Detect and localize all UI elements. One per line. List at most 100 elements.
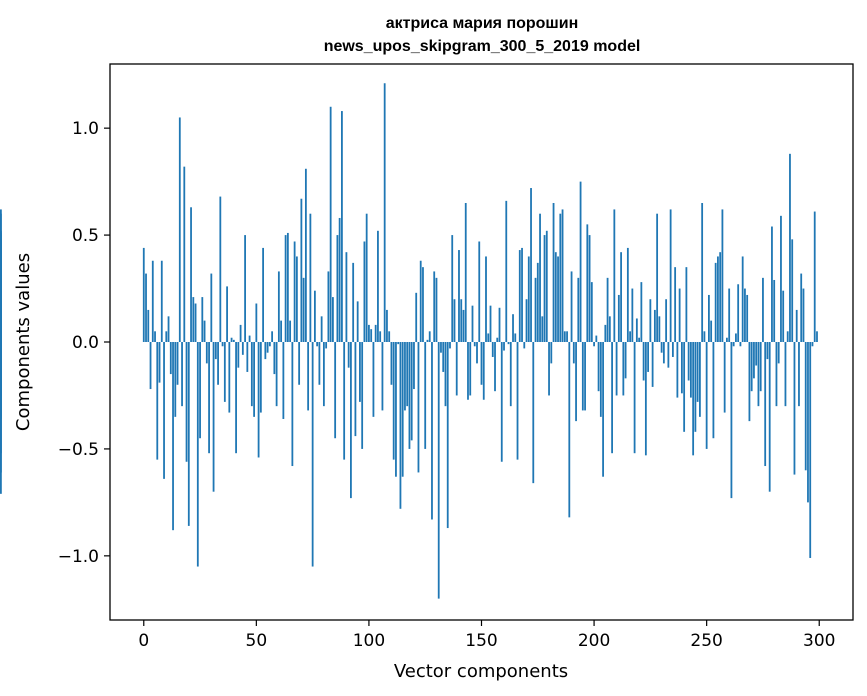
bar (451, 235, 454, 342)
bar (703, 331, 706, 342)
bar (498, 307, 501, 342)
bar (635, 318, 638, 342)
bar (809, 342, 812, 558)
bar (521, 247, 523, 342)
bar (768, 342, 771, 492)
bar (304, 168, 307, 342)
bar (536, 262, 539, 342)
bar (289, 320, 292, 342)
bar (228, 342, 231, 413)
bar (726, 337, 728, 342)
chart-title: актриса мария порошин (386, 15, 579, 32)
bar (550, 342, 553, 364)
bar (658, 316, 661, 342)
y-tick-label: −1.0 (58, 547, 99, 567)
bar (262, 247, 264, 342)
bar (460, 299, 463, 342)
bar (226, 286, 228, 342)
bar (221, 342, 224, 347)
bar (683, 342, 686, 432)
bar (548, 342, 550, 396)
bar (145, 273, 147, 342)
bar (572, 342, 575, 364)
bar (662, 342, 665, 364)
bar (259, 342, 262, 413)
bar (786, 331, 789, 342)
bar (737, 284, 740, 342)
bar (773, 279, 776, 342)
y-tick-label: 0.5 (72, 226, 99, 246)
bar (626, 247, 629, 342)
bar (307, 342, 310, 411)
bar (404, 342, 406, 411)
bar (680, 342, 683, 394)
bar (624, 342, 627, 379)
bar (341, 111, 343, 342)
chart-subtitle: news_upos_skipgram_300_5_2019 model (324, 38, 641, 55)
bar (291, 342, 294, 467)
bar (147, 309, 150, 342)
bar (708, 294, 710, 342)
bar (685, 267, 688, 342)
bar (714, 262, 717, 342)
bar (741, 256, 744, 342)
bar (476, 342, 478, 364)
bar (347, 342, 350, 368)
bar (390, 342, 393, 385)
bar (595, 335, 598, 342)
bar (563, 331, 566, 342)
bar (539, 213, 541, 342)
bar (264, 342, 267, 360)
bar (185, 342, 188, 462)
bar (732, 342, 735, 347)
bar (199, 342, 201, 439)
bar (442, 342, 445, 372)
bar (433, 271, 436, 342)
bar (417, 342, 420, 473)
bar (408, 342, 411, 449)
bar (523, 342, 526, 349)
bar (570, 271, 573, 342)
bar (651, 342, 654, 387)
bar (365, 213, 368, 342)
bar (644, 342, 647, 456)
bar (332, 297, 334, 342)
bar (534, 277, 537, 342)
bar (491, 342, 494, 357)
bar (230, 337, 233, 342)
bar (739, 342, 742, 347)
y-tick-label: 0.0 (72, 333, 99, 353)
bar (368, 324, 370, 342)
bar (298, 342, 301, 385)
bar (327, 271, 330, 342)
bar (437, 342, 440, 599)
bar (399, 342, 402, 509)
bar (777, 342, 780, 364)
bar (660, 342, 663, 353)
bar (309, 213, 312, 342)
bar (377, 230, 379, 342)
bar (649, 299, 652, 342)
bar (0, 342, 2, 473)
bar (699, 342, 701, 417)
bar (277, 271, 280, 342)
bar (811, 342, 814, 347)
bar (568, 342, 571, 518)
bar (617, 294, 620, 342)
bar (500, 342, 503, 462)
bar (784, 342, 787, 407)
bar (440, 342, 442, 353)
bar (807, 342, 809, 503)
x-tick-label: 0 (138, 631, 149, 651)
bar (410, 342, 413, 441)
bar (478, 241, 481, 342)
bar (631, 288, 634, 342)
bar (293, 241, 296, 342)
bar (415, 292, 418, 342)
bar (791, 239, 794, 342)
bar (334, 342, 337, 439)
bar (388, 331, 391, 342)
bar (356, 301, 359, 342)
bar (428, 331, 431, 342)
bar (676, 342, 679, 398)
